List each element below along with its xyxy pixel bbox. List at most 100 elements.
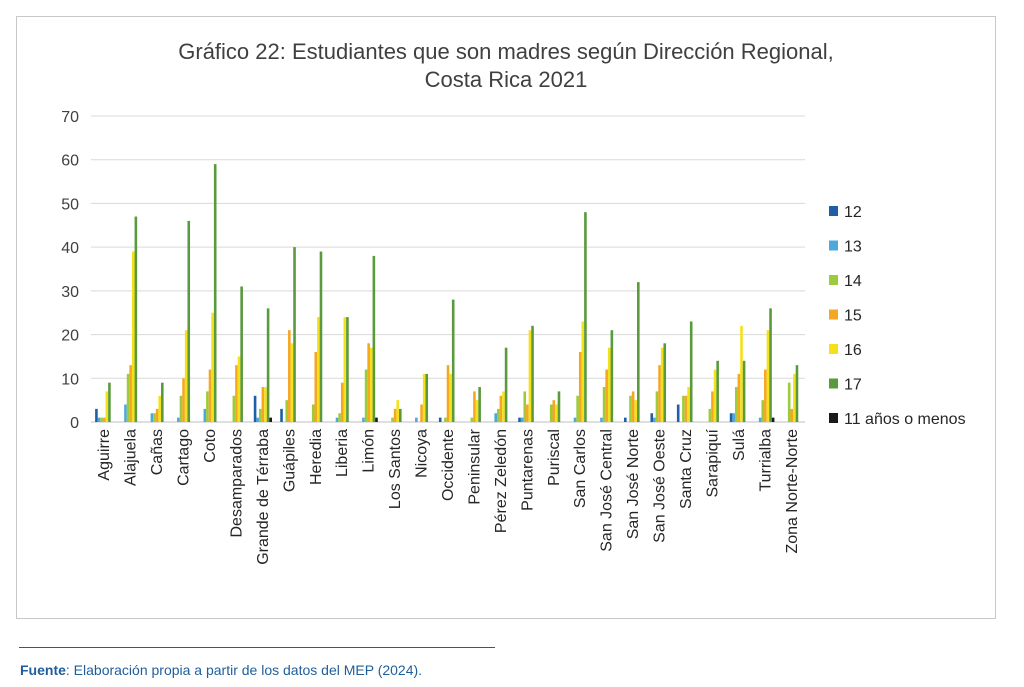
bar <box>372 255 376 422</box>
x-category-label: San Carlos <box>572 429 589 508</box>
bar <box>790 408 794 422</box>
bar <box>258 408 262 422</box>
bar <box>631 391 635 422</box>
legend-label: 13 <box>844 239 862 256</box>
x-category-label: Sarapiquí <box>704 428 721 497</box>
bar <box>444 417 447 422</box>
bars <box>95 164 799 423</box>
bar <box>317 317 320 422</box>
bar <box>420 404 423 422</box>
bar <box>766 330 770 422</box>
legend-label: 16 <box>844 342 862 359</box>
legend-label: 17 <box>844 377 862 394</box>
legend-swatch <box>829 240 838 251</box>
bar <box>576 395 579 422</box>
bar <box>494 413 497 422</box>
x-category-label: Cañas <box>149 429 166 475</box>
x-category-label: San José Central <box>599 429 616 552</box>
bar <box>740 325 743 422</box>
bar <box>687 387 690 422</box>
bar <box>269 417 272 422</box>
y-tick-label: 50 <box>61 196 79 213</box>
x-category-label: Coto <box>202 429 219 463</box>
bar <box>161 382 164 422</box>
bar <box>716 360 719 422</box>
bar <box>253 395 257 422</box>
source-divider <box>19 647 495 648</box>
bar <box>787 382 791 422</box>
chart-frame: Gráfico 22: Estudiantes que son madres s… <box>16 16 996 619</box>
chart-title-line2: Costa Rica 2021 <box>425 67 588 92</box>
bar <box>311 404 315 422</box>
bar <box>158 395 162 422</box>
bar <box>177 417 180 422</box>
x-category-label: Occidente <box>440 429 457 501</box>
bar <box>793 373 796 422</box>
chart: Gráfico 22: Estudiantes que son madres s… <box>61 39 966 565</box>
bar <box>634 400 638 422</box>
bar <box>684 395 688 422</box>
bar <box>607 347 611 422</box>
x-category-label: Nicoya <box>414 429 431 478</box>
bar <box>95 408 98 422</box>
bar <box>528 330 532 422</box>
bar <box>288 330 291 422</box>
bar <box>280 408 283 422</box>
y-tick-label: 60 <box>61 153 79 170</box>
bar <box>602 387 606 422</box>
bar <box>266 308 270 422</box>
legend-label: 11 años o menos <box>844 411 966 428</box>
bar <box>102 417 106 422</box>
bar <box>449 373 452 422</box>
x-category-label: San José Oeste <box>652 429 669 543</box>
bar <box>581 321 585 422</box>
bar <box>653 417 656 422</box>
bar <box>346 317 349 422</box>
bar <box>362 417 365 422</box>
bar <box>473 391 476 422</box>
bar <box>208 369 212 422</box>
x-category-label: Guápiles <box>281 429 298 492</box>
bar <box>343 317 347 422</box>
bar <box>761 400 765 422</box>
legend-swatch <box>829 378 838 389</box>
y-tick-label: 10 <box>61 371 79 388</box>
bar <box>504 347 508 422</box>
x-axis-categories: Aguirre Alajuela Cañas Cartago Coto Desampara… <box>96 428 801 564</box>
bar <box>605 369 608 422</box>
bar <box>391 417 394 422</box>
x-category-label: Aguirre <box>96 429 113 481</box>
bar <box>729 413 733 422</box>
x-category-label: Puriscal <box>546 429 563 486</box>
bar <box>131 251 135 422</box>
x-category-label: Peninsular <box>466 428 483 504</box>
x-category-label: Puntarenas <box>519 429 536 511</box>
bar <box>153 413 156 422</box>
bar <box>396 400 400 422</box>
bar <box>637 282 640 422</box>
bar <box>179 395 183 422</box>
bar <box>97 417 101 422</box>
bar <box>438 417 442 422</box>
bar <box>124 404 127 422</box>
bar <box>520 417 524 422</box>
bar <box>126 373 130 422</box>
bar <box>502 391 505 422</box>
bar <box>663 343 667 422</box>
bar <box>518 417 521 422</box>
bar <box>290 343 294 422</box>
source-label: Fuente <box>20 662 66 678</box>
legend-label: 12 <box>844 204 862 221</box>
bar <box>584 212 587 422</box>
y-tick-label: 40 <box>61 240 79 257</box>
bar <box>446 365 450 422</box>
bar <box>182 378 185 422</box>
bar <box>261 387 265 422</box>
bar <box>610 330 614 422</box>
chart-title-line1: Gráfico 22: Estudiantes que son madres s… <box>178 39 833 64</box>
bar <box>108 382 111 422</box>
bar <box>742 360 746 422</box>
bar <box>758 417 762 422</box>
bar <box>206 391 209 422</box>
x-category-label: Pérez Zeledón <box>493 429 510 533</box>
